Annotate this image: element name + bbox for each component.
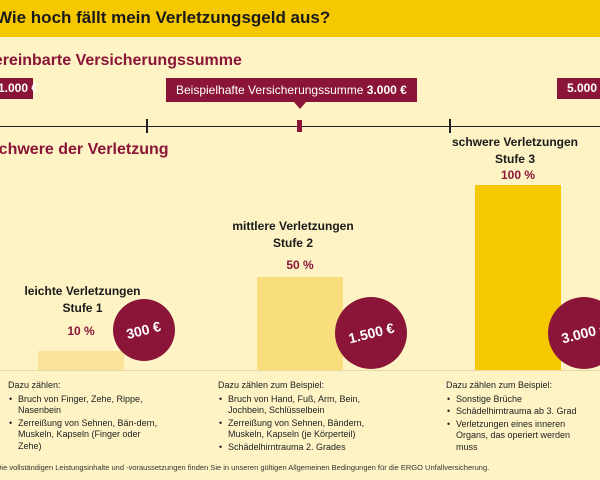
- footnote: Die vollständigen Leistungsinhalte und -…: [0, 463, 490, 472]
- bar-stufe-3: [475, 185, 561, 370]
- bar-label-3-line2: Stufe 3: [494, 152, 535, 166]
- info-item: Sonstige Brüche: [446, 394, 591, 406]
- max-sum-badge: 5.000 €: [557, 78, 600, 99]
- info-list-3: Sonstige Brüche Schädelhirntrauma ab 3. …: [446, 394, 591, 454]
- bar-label-2-line2: Stufe 2: [272, 236, 313, 250]
- amount-circle-stufe-3: 3.000 €: [548, 297, 600, 369]
- bar-label-stufe-1: leichte Verletzungen Stufe 1: [10, 283, 155, 317]
- bar-label-1-line1: leichte Verletzungen: [24, 284, 141, 298]
- info-item: Bruch von Hand, Fuß, Arm, Bein, Jochbein…: [218, 394, 378, 417]
- example-sum-badge: Beispielhafte Versicherungssumme 3.000 €: [166, 78, 417, 102]
- bar-label-3-line1: schwere Verletzungen: [451, 135, 579, 149]
- page-title: Wie hoch fällt mein Verletzungsgeld aus?: [0, 8, 331, 27]
- info-item: Schädelhirntrauma 2. Grades: [218, 442, 378, 454]
- scale-tick-2000: [146, 119, 148, 133]
- chart-baseline: [0, 370, 600, 371]
- example-sum-pointer: [294, 102, 306, 109]
- sum-section-title: Vereinbarte Versicherungssumme: [0, 52, 242, 69]
- pct-label-stufe-2: 50 %: [286, 258, 314, 272]
- info-item: Zerreißung von Sehnen, Bändern, Muskeln,…: [218, 418, 378, 441]
- info-heading-3: Dazu zählen zum Beispiel:: [446, 380, 553, 390]
- min-sum-badge: 1.000 €: [0, 78, 38, 99]
- pct-label-stufe-1: 10 %: [67, 324, 95, 338]
- bar-label-stufe-3: schwere Verletzungen Stufe 3: [440, 134, 590, 168]
- info-list-2: Bruch von Hand, Fuß, Arm, Bein, Jochbein…: [218, 394, 378, 454]
- scale-tick-3000: [297, 120, 302, 132]
- bar-label-1-line2: Stufe 1: [62, 301, 103, 315]
- header-bar: Wie hoch fällt mein Verletzungsgeld aus?: [0, 0, 600, 37]
- info-column-stufe-2: Dazu zählen zum Beispiel: Bruch von Hand…: [218, 380, 378, 453]
- info-item: Bruch von Finger, Zehe, Rippe, Nasenbein: [8, 394, 163, 417]
- scale-tick-4000: [449, 119, 451, 133]
- example-sum-prefix: Beispielhafte Versicherungssumme: [176, 83, 367, 97]
- bar-label-stufe-2: mittlere Verletzungen Stufe 2: [218, 218, 368, 252]
- example-sum-value: 3.000 €: [366, 83, 407, 97]
- info-item: Schädelhirntrauma ab 3. Grad: [446, 406, 591, 418]
- pct-label-stufe-3: 100 %: [500, 168, 536, 182]
- info-column-stufe-3: Dazu zählen zum Beispiel: Sonstige Brüch…: [446, 380, 591, 453]
- bar-stufe-1: [38, 351, 124, 370]
- info-list-1: Bruch von Finger, Zehe, Rippe, Nasenbein…: [8, 394, 163, 453]
- amount-stufe-1: 300 €: [125, 317, 163, 343]
- amount-stufe-3: 3.000 €: [559, 319, 600, 347]
- bar-stufe-2: [257, 277, 343, 370]
- info-column-stufe-1: Dazu zählen: Bruch von Finger, Zehe, Rip…: [8, 380, 163, 452]
- bar-label-2-line1: mittlere Verletzungen: [232, 219, 354, 233]
- amount-circle-stufe-1: 300 €: [113, 299, 175, 361]
- info-heading-2: Dazu zählen zum Beispiel:: [218, 380, 325, 390]
- info-heading-1: Dazu zählen:: [8, 380, 61, 390]
- amount-stufe-2: 1.500 €: [346, 319, 396, 347]
- severity-section-title: Schwere der Verletzung: [0, 141, 169, 158]
- amount-circle-stufe-2: 1.500 €: [335, 297, 407, 369]
- info-item: Zerreißung von Sehnen, Bän-dern, Muskeln…: [8, 418, 163, 453]
- info-item: Verletzungen eines inneren Organs, das o…: [446, 419, 591, 454]
